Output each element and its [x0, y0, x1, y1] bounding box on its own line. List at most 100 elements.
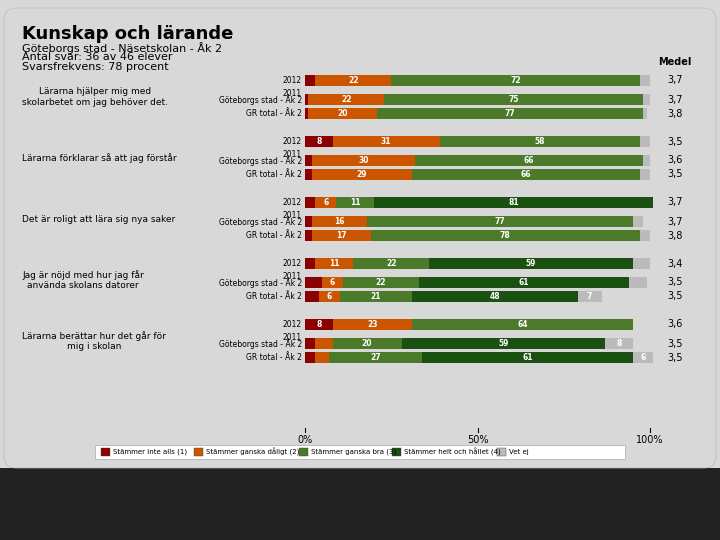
Text: Stämmer ganska dåligt (2): Stämmer ganska dåligt (2) — [206, 448, 300, 456]
Bar — [439, 136, 639, 147]
Text: 3,5: 3,5 — [667, 353, 683, 362]
Text: 66: 66 — [521, 170, 531, 179]
Text: 29: 29 — [356, 170, 367, 179]
Text: GR total - Åk 2: GR total - Åk 2 — [246, 353, 302, 362]
Bar — [429, 258, 633, 269]
Text: 21: 21 — [371, 292, 381, 301]
Text: GR total - Åk 2: GR total - Åk 2 — [246, 109, 302, 118]
Text: 6: 6 — [330, 278, 336, 287]
Text: 3,8: 3,8 — [667, 231, 683, 240]
Text: Jag är nöjd med hur jag får
använda skolans datorer: Jag är nöjd med hur jag får använda skol… — [22, 270, 144, 290]
Text: Det är roligt att lära sig nya saker: Det är roligt att lära sig nya saker — [22, 214, 175, 224]
Bar — [639, 230, 650, 241]
Bar — [305, 155, 312, 166]
Text: 3,8: 3,8 — [667, 109, 683, 118]
Text: 2012: 2012 — [283, 76, 302, 85]
Bar — [419, 277, 629, 288]
Bar — [639, 169, 650, 180]
Text: Göteborgs stad - Näsetskolan - Åk 2: Göteborgs stad - Näsetskolan - Åk 2 — [22, 42, 222, 54]
Bar — [402, 338, 605, 349]
Bar — [354, 258, 429, 269]
Text: Lärarna förklarar så att jag förstår: Lärarna förklarar så att jag förstår — [22, 153, 176, 163]
Text: 3,4: 3,4 — [667, 259, 683, 268]
Bar — [633, 216, 643, 227]
Bar — [374, 197, 654, 208]
Text: Göteborgs stad - Åk 2: Göteborgs stad - Åk 2 — [219, 216, 302, 227]
Bar — [312, 216, 367, 227]
Bar — [336, 197, 374, 208]
Bar — [305, 197, 315, 208]
Bar — [391, 75, 639, 86]
Text: 48: 48 — [490, 292, 500, 301]
Text: 17: 17 — [336, 231, 346, 240]
Text: 81: 81 — [508, 198, 519, 207]
Bar — [629, 277, 647, 288]
Text: Göteborgs stad - Åk 2: Göteborgs stad - Åk 2 — [219, 277, 302, 288]
Text: GR total - Åk 2: GR total - Åk 2 — [246, 231, 302, 240]
Text: 3,5: 3,5 — [667, 278, 683, 287]
FancyBboxPatch shape — [4, 8, 716, 468]
Text: 50%: 50% — [467, 435, 488, 445]
Text: 20: 20 — [362, 339, 372, 348]
Text: 31: 31 — [381, 137, 392, 146]
Text: 2011: 2011 — [283, 150, 302, 159]
Bar — [392, 448, 401, 456]
Bar — [305, 94, 308, 105]
Text: 61: 61 — [519, 278, 529, 287]
Text: Stämmer helt och hållet (4): Stämmer helt och hållet (4) — [404, 448, 500, 456]
Bar — [315, 197, 336, 208]
Text: 2012: 2012 — [283, 259, 302, 268]
Text: 77: 77 — [505, 109, 516, 118]
Text: Göteborgs stad - Åk 2: Göteborgs stad - Åk 2 — [219, 94, 302, 105]
Bar — [315, 75, 391, 86]
Bar — [323, 277, 343, 288]
Bar — [423, 352, 633, 363]
Bar — [308, 94, 384, 105]
Text: Lärarna berättar hur det går för
mig i skolan: Lärarna berättar hur det går för mig i s… — [22, 331, 166, 351]
Text: 3,7: 3,7 — [667, 217, 683, 226]
Text: 2011: 2011 — [283, 211, 302, 220]
Text: 6: 6 — [327, 292, 332, 301]
Text: Göteborgs stad - Åk 2: Göteborgs stad - Åk 2 — [219, 338, 302, 349]
Bar — [367, 216, 633, 227]
Text: 77: 77 — [495, 217, 505, 226]
Bar — [305, 169, 312, 180]
Text: 7: 7 — [587, 292, 593, 301]
Text: 22: 22 — [386, 259, 397, 268]
Text: 3,5: 3,5 — [667, 137, 683, 146]
Bar — [315, 258, 354, 269]
Text: 0%: 0% — [297, 435, 312, 445]
Text: 8: 8 — [616, 339, 621, 348]
Bar — [643, 94, 650, 105]
Bar — [412, 319, 633, 330]
Bar — [299, 448, 308, 456]
Bar — [639, 136, 650, 147]
Bar — [333, 338, 402, 349]
Bar — [194, 448, 203, 456]
Text: 22: 22 — [348, 76, 359, 85]
Text: 2011: 2011 — [283, 333, 302, 342]
Bar — [577, 291, 602, 302]
Text: Lärarna hjälper mig med
skolarbetet om jag behöver det.: Lärarna hjälper mig med skolarbetet om j… — [22, 87, 168, 107]
Bar — [329, 352, 423, 363]
Bar — [305, 75, 315, 86]
Bar — [497, 448, 506, 456]
Text: Vet ej: Vet ej — [509, 449, 528, 455]
Bar — [305, 258, 315, 269]
Bar — [315, 352, 329, 363]
Text: 75: 75 — [508, 95, 519, 104]
Text: 8: 8 — [316, 320, 322, 329]
Text: 2012: 2012 — [283, 198, 302, 207]
Text: 66: 66 — [524, 156, 534, 165]
Bar — [384, 94, 643, 105]
Text: 3,7: 3,7 — [667, 198, 683, 207]
Bar — [305, 291, 319, 302]
Bar — [0, 468, 720, 540]
Text: 58: 58 — [534, 137, 545, 146]
Text: 22: 22 — [341, 95, 351, 104]
Text: 100%: 100% — [636, 435, 664, 445]
Text: 2011: 2011 — [283, 272, 302, 281]
Text: 6: 6 — [323, 198, 328, 207]
Bar — [312, 169, 412, 180]
Bar — [333, 136, 439, 147]
